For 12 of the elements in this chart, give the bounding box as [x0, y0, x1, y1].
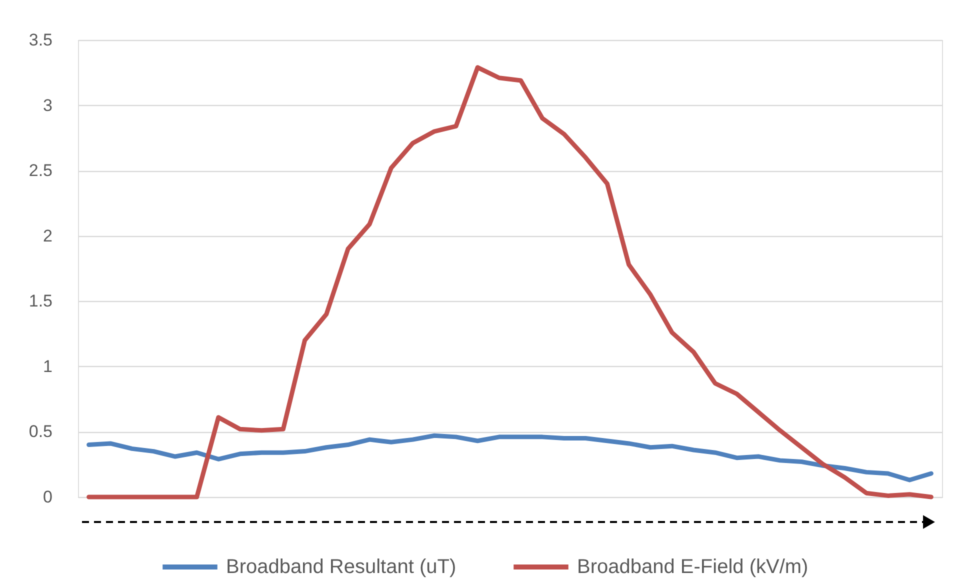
y-tick-label: 3 — [43, 96, 52, 115]
line-series — [86, 433, 934, 482]
legend-label: Broadband Resultant (uT) — [226, 556, 456, 578]
y-tick-label: 3.5 — [28, 30, 52, 50]
y-tick-label: 1.5 — [28, 292, 52, 311]
legend-label: Broadband E-Field (kV/m) — [577, 556, 808, 578]
line-series — [86, 65, 934, 500]
y-tick-label: 0.5 — [28, 422, 52, 442]
y-tick-label: 1 — [43, 356, 52, 376]
y-tick-label: 2 — [43, 226, 52, 246]
y-tick-label: 0 — [43, 488, 52, 506]
y-tick-label: 2.5 — [28, 161, 52, 180]
